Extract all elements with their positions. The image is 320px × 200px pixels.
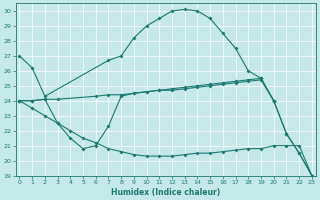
X-axis label: Humidex (Indice chaleur): Humidex (Indice chaleur) <box>111 188 220 197</box>
